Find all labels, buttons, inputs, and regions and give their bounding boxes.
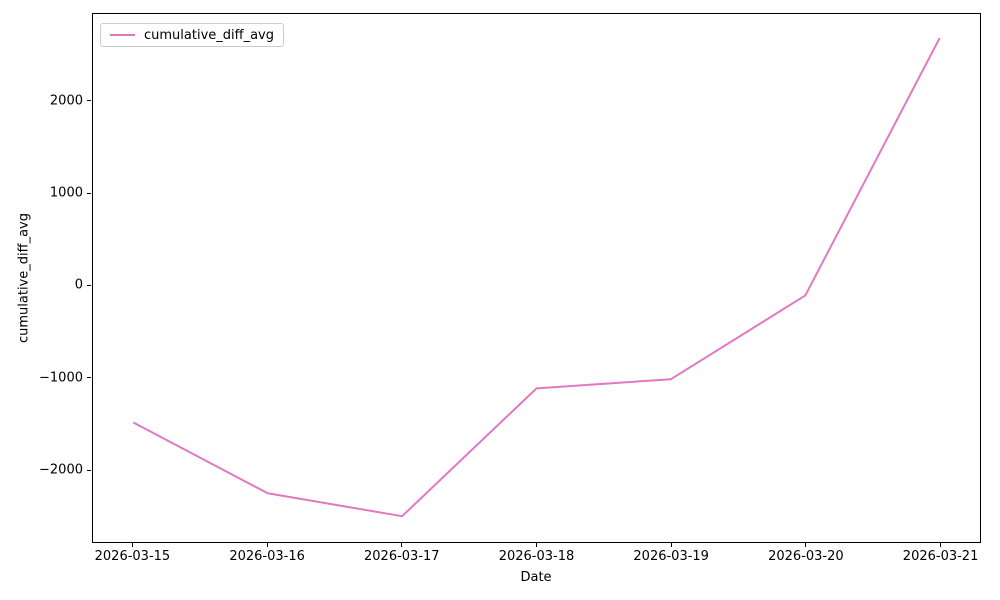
x-tick-mark [670,543,672,547]
y-tick-mark [87,192,91,194]
line-chart-svg [132,37,941,518]
y-tick-mark [87,284,91,286]
x-tick-mark [805,543,807,547]
x-tick-mark [940,543,942,547]
x-axis-label: Date [520,570,552,585]
x-tick-mark [401,543,403,547]
plot-area: cumulative_diff_avg [92,13,981,543]
legend-label: cumulative_diff_avg [144,27,274,43]
y-tick-label: 2000 [49,93,83,109]
legend: cumulative_diff_avg [100,23,284,47]
x-tick-label: 2026-03-17 [364,549,440,564]
x-tick-label: 2026-03-21 [902,549,979,564]
x-tick-mark [536,543,537,547]
x-tick-label: 2026-03-19 [633,549,709,564]
series-line-cumulative-diff-avg [132,37,941,518]
x-tick-label: 2026-03-18 [498,549,575,564]
x-tick-mark [266,543,268,547]
y-tick-label: −2000 [39,462,83,478]
x-tick-label: 2026-03-16 [229,549,305,564]
x-tick-label: 2026-03-20 [768,549,844,564]
y-tick-mark [87,469,91,471]
y-tick-label: −1000 [39,370,83,386]
x-tick-mark [131,543,133,547]
y-tick-mark [87,377,91,379]
y-tick-label: 1000 [49,185,83,201]
legend-line-sample [110,34,135,36]
y-tick-mark [87,100,91,102]
x-tick-label: 2026-03-15 [94,549,171,564]
y-tick-label: 0 [74,277,83,293]
